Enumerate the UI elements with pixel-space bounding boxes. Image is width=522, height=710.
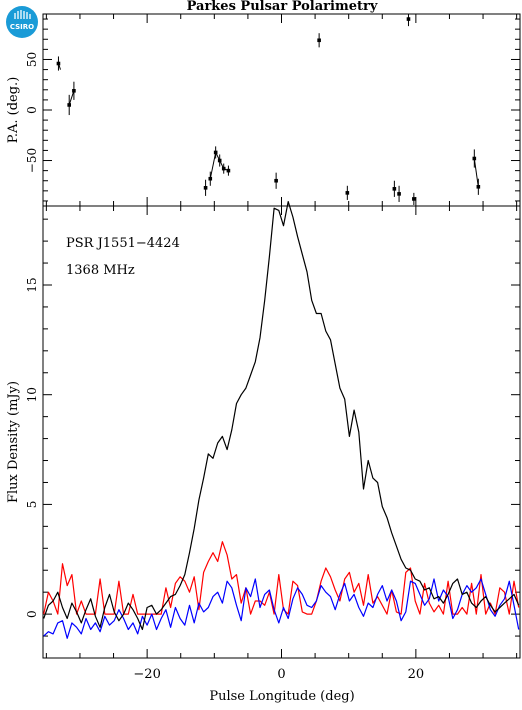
- pa-connecting-line: [473, 158, 479, 187]
- flux-series-lines: [43, 201, 520, 639]
- pa-data-point: [412, 197, 416, 201]
- csiro-logo: CSIRO: [6, 6, 38, 38]
- x-tick-label: −20: [133, 667, 160, 682]
- pa-data-point: [203, 186, 208, 190]
- circular-flux-line: [43, 578, 520, 639]
- pa-panel-frame: [42, 13, 521, 207]
- pa-axis-label: P.A. (deg.): [6, 77, 21, 144]
- pa-data-point: [317, 38, 321, 43]
- pa-panel-ticks: −50 0 50: [25, 14, 520, 206]
- pa-data-points: [56, 14, 481, 205]
- pa-data-point: [226, 168, 231, 173]
- flux-axis-label: Flux Density (mJy): [6, 381, 21, 503]
- x-tick-label: 0: [277, 667, 285, 682]
- flux-y-tick-label: 10: [25, 387, 39, 402]
- pa-data-point: [213, 150, 218, 155]
- pa-y-tick-label: 50: [25, 52, 39, 67]
- pa-data-point: [56, 61, 61, 66]
- frequency-label: 1368 MHz: [66, 263, 135, 278]
- pa-data-point: [406, 17, 411, 21]
- pa-y-tick-label: −50: [25, 148, 39, 173]
- total-flux-line: [43, 201, 520, 631]
- flux-panel-ticks: −20 0 20 0 5 10 15: [25, 206, 520, 682]
- chart-title: Parkes Pulsar Polarimetry: [187, 0, 378, 14]
- pa-data-point: [221, 166, 226, 171]
- pa-data-point: [476, 185, 481, 189]
- csiro-logo-text: CSIRO: [10, 23, 34, 31]
- pa-data-point: [472, 156, 477, 161]
- pa-data-point: [217, 158, 222, 163]
- x-axis-label: Pulse Longitude (deg): [209, 689, 354, 704]
- csiro-logo-circle: [6, 6, 38, 38]
- pa-connecting-line: [68, 90, 75, 106]
- pa-data-point: [397, 192, 401, 196]
- pa-data-point: [392, 187, 397, 191]
- pa-y-tick-label: 0: [25, 106, 39, 114]
- x-tick-label: 20: [408, 667, 425, 682]
- pa-data-point: [345, 191, 350, 195]
- pa-data-point: [274, 178, 278, 183]
- linear-flux-line: [43, 541, 520, 615]
- flux-y-tick-label: 15: [25, 277, 39, 292]
- flux-y-tick-label: 5: [25, 501, 39, 509]
- flux-y-tick-label: 0: [25, 610, 39, 618]
- pa-data-point: [72, 89, 76, 93]
- pa-data-point: [67, 103, 72, 107]
- pa-data-point: [208, 176, 213, 181]
- csiro-logo-bars-icon: [14, 10, 31, 19]
- pulsar-name-label: PSR J1551−4424: [66, 236, 180, 251]
